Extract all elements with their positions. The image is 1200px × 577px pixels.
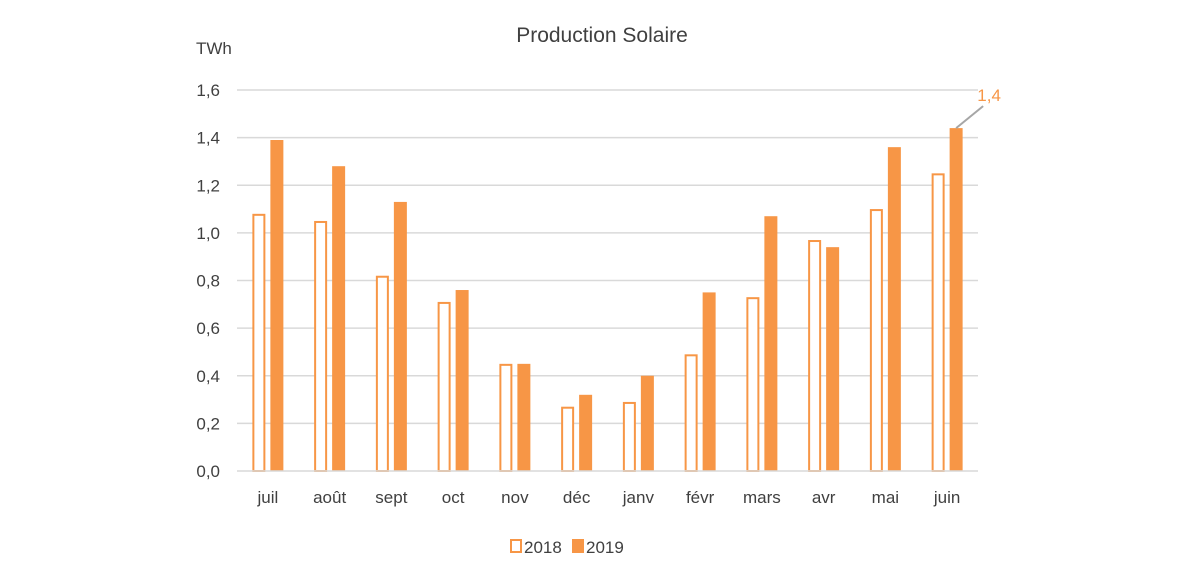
bars: [252, 128, 963, 473]
y-tick-label: 1,6: [196, 81, 220, 100]
bar-2019-mai: [887, 147, 901, 471]
bar-2018-déc: [561, 406, 575, 472]
legend-label-2018: 2018: [524, 538, 562, 557]
y-axis-unit-label: TWh: [196, 39, 232, 58]
bar-2018-avr: [808, 240, 822, 472]
bar-2018-janv: [622, 401, 636, 473]
y-tick-label: 1,2: [196, 176, 220, 195]
x-category-label: nov: [501, 488, 529, 507]
x-category-label: janv: [622, 488, 655, 507]
bar-2018-sept: [375, 275, 389, 472]
bar-2018-févr: [684, 354, 698, 473]
bar-2018-nov: [499, 363, 513, 472]
bar-2018-juil: [252, 213, 266, 472]
bar-2019-déc: [579, 394, 593, 471]
y-tick-label: 0,0: [196, 462, 220, 481]
annotations: 1,4: [955, 86, 1001, 129]
x-category-label: mars: [743, 488, 781, 507]
chart-title: Production Solaire: [516, 24, 688, 47]
legend-swatch-2019: [572, 539, 584, 553]
bar-2019-sept: [393, 201, 407, 471]
y-tick-label: 1,0: [196, 224, 220, 243]
y-tick-label: 0,6: [196, 319, 220, 338]
x-category-label: avr: [812, 488, 836, 507]
bar-2019-févr: [702, 292, 716, 471]
bar-2019-avr: [826, 247, 840, 471]
x-category-label: août: [313, 488, 346, 507]
x-category-label: déc: [563, 488, 591, 507]
bar-2019-janv: [640, 375, 654, 471]
annotation-label: 1,4: [977, 86, 1001, 105]
bar-2019-nov: [517, 363, 531, 471]
legend: 2018 2019: [510, 538, 624, 557]
legend-label-2019: 2019: [586, 538, 624, 557]
bar-2018-oct: [437, 301, 451, 472]
y-tick-label: 1,4: [196, 129, 220, 148]
x-category-label: sept: [375, 488, 407, 507]
bar-2018-juin: [931, 173, 945, 472]
bar-2019-oct: [455, 290, 469, 471]
bar-2019-juin: [949, 128, 963, 471]
bar-2018-mai: [869, 209, 883, 472]
x-category-label: juil: [256, 488, 278, 507]
x-category-label: févr: [686, 488, 715, 507]
bar-2019-juil: [270, 140, 284, 471]
gridlines: [237, 89, 978, 425]
y-tick-label: 0,4: [196, 367, 220, 386]
x-axis-categories: juil août sept oct nov déc janv févr mars avr mai j…: [256, 488, 960, 507]
y-tick-label: 0,8: [196, 272, 220, 291]
annotation-leader-line: [955, 105, 984, 129]
bar-2019-mars: [764, 216, 778, 471]
x-category-label: juin: [933, 488, 960, 507]
y-tick-label: 0,2: [196, 414, 220, 433]
x-category-label: mai: [872, 488, 899, 507]
legend-swatch-2018: [510, 539, 522, 553]
x-category-label: oct: [442, 488, 465, 507]
y-axis-ticks: 0,0 0,2 0,4 0,6 0,8 1,0 1,2 1,4 1,6: [196, 81, 220, 481]
bar-2019-août: [332, 166, 346, 471]
bar-2018-août: [314, 220, 328, 472]
bar-2018-mars: [746, 297, 760, 473]
